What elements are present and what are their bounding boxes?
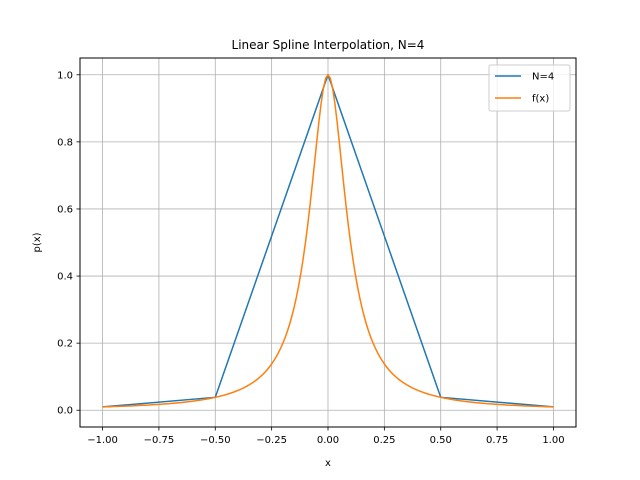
- x-tick-label: 0.00: [317, 435, 339, 446]
- legend: N=4 f(x): [488, 64, 571, 112]
- series-line-fx: [102, 74, 554, 408]
- y-tick-label: 0.6: [57, 204, 73, 215]
- x-axis-label: x: [325, 458, 331, 469]
- y-tick-label: 0.0: [57, 406, 73, 417]
- x-tick-label: −0.50: [200, 435, 231, 446]
- legend-label: N=4: [532, 72, 554, 83]
- ticks: −1.00 −0.75 −0.50 −0.25 0.00 0.25 0.50 0.75 1.00…: [57, 70, 564, 446]
- y-tick-label: 0.4: [57, 272, 73, 283]
- grid: [80, 58, 576, 427]
- chart-title: Linear Spline Interpolation, N=4: [232, 38, 425, 52]
- x-tick-label: −1.00: [87, 435, 118, 446]
- series-layer: [102, 74, 554, 408]
- x-tick-label: 0.50: [430, 435, 452, 446]
- y-tick-label: 0.2: [57, 339, 73, 350]
- y-tick-label: 1.0: [57, 70, 73, 81]
- y-axis-label: p(x): [32, 232, 43, 252]
- x-tick-label: −0.25: [256, 435, 287, 446]
- x-tick-label: −0.75: [144, 435, 175, 446]
- x-tick-label: 0.25: [373, 435, 395, 446]
- legend-box: [488, 64, 571, 112]
- x-tick-label: 0.75: [486, 435, 508, 446]
- y-tick-label: 0.8: [57, 137, 73, 148]
- legend-label: f(x): [532, 94, 549, 105]
- x-tick-label: 1.00: [542, 435, 564, 446]
